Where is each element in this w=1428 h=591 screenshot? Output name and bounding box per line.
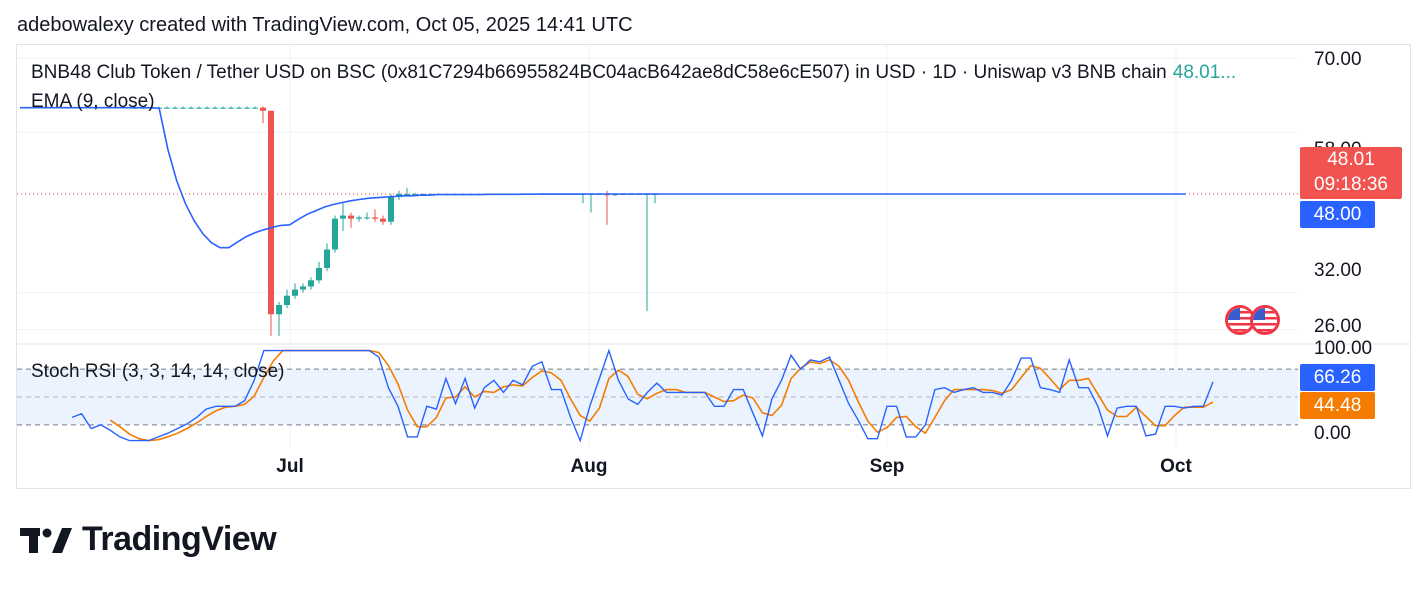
price-tick-32: 32.00 — [1314, 260, 1362, 281]
candle-body-14 — [244, 107, 250, 109]
candle-body-26 — [340, 215, 346, 219]
candle-body-34 — [404, 194, 410, 195]
ema-value-tag: 48.00 — [1300, 201, 1375, 228]
tradingview-logo: TradingView — [20, 520, 277, 559]
ema-legend[interactable]: EMA (9, close) — [31, 91, 155, 112]
chart-frame — [16, 44, 1411, 489]
candle-body-20 — [292, 289, 298, 296]
candle-body-9 — [204, 107, 210, 109]
time-label-oct: Oct — [1160, 456, 1192, 477]
ema-line — [20, 106, 1186, 249]
symbol-title: BNB48 Club Token / Tether USD on BSC (0x… — [31, 62, 1167, 83]
candle-body-31 — [380, 218, 386, 222]
candle-body-23 — [316, 268, 322, 281]
candle-body-19 — [284, 295, 290, 305]
last-price-value: 48.01 — [1327, 149, 1375, 170]
candle-body-32 — [388, 197, 394, 222]
candle-body-18 — [276, 305, 282, 315]
candle-body-10 — [212, 107, 218, 109]
attribution-header: adebowalexy created with TradingView.com… — [17, 14, 633, 36]
candle-body-13 — [236, 107, 242, 109]
candle-body-27 — [348, 215, 354, 219]
us-flag-icon-secondary[interactable] — [1250, 305, 1280, 335]
stoch-d-tag: 44.48 — [1300, 392, 1375, 419]
candle-body-4 — [164, 107, 170, 109]
candle-body-5 — [172, 107, 178, 109]
candle-body-11 — [220, 107, 226, 109]
candle-body-30 — [372, 217, 378, 219]
candle-body-21 — [300, 286, 306, 290]
candle-body-25 — [332, 218, 338, 250]
candle-body-24 — [324, 249, 330, 268]
stoch-k-line — [71, 348, 1214, 443]
bar-countdown: 09:18:36 — [1314, 174, 1388, 195]
stoch-rsi-legend[interactable]: Stoch RSI (3, 3, 14, 14, close) — [31, 361, 285, 382]
legend-last-price: 48.01... — [1172, 62, 1237, 83]
time-label-aug: Aug — [570, 456, 608, 477]
symbol-legend[interactable]: BNB48 Club Token / Tether USD on BSC (0x… — [31, 62, 1236, 84]
tradingview-logo-text: TradingView — [82, 520, 277, 558]
time-label-sep: Sep — [869, 456, 905, 477]
last-price-tag: 48.01 09:18:36 — [1300, 147, 1402, 199]
candle-body-12 — [228, 107, 234, 109]
price-tick-26: 26.00 — [1314, 316, 1362, 337]
stoch-tick-0: 0.00 — [1314, 423, 1351, 444]
candle-body-8 — [196, 107, 202, 109]
candle-body-17 — [268, 110, 274, 315]
candle-body-6 — [180, 107, 186, 109]
candle-body-15 — [252, 107, 258, 109]
stoch-k-tag: 66.26 — [1300, 364, 1375, 391]
candle-body-35 — [412, 194, 418, 195]
candle-body-22 — [308, 280, 314, 287]
time-label-jul: Jul — [276, 456, 304, 477]
candle-body-29 — [364, 217, 370, 219]
candle-body-16 — [260, 107, 266, 111]
price-tick-70: 70.00 — [1314, 49, 1362, 70]
tradingview-logo-icon — [20, 527, 72, 553]
candle-body-28 — [356, 217, 362, 219]
candle-body-7 — [188, 107, 194, 109]
stoch-tick-100: 100.00 — [1314, 338, 1373, 359]
